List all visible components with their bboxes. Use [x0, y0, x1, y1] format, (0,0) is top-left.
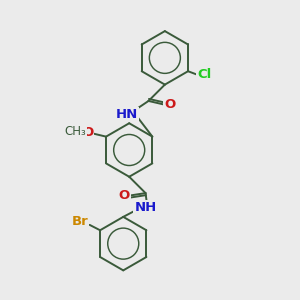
Text: HN: HN — [116, 108, 138, 121]
Text: O: O — [118, 189, 130, 202]
Text: NH: NH — [134, 202, 157, 214]
Text: Cl: Cl — [197, 68, 212, 81]
Text: Br: Br — [71, 215, 88, 228]
Text: O: O — [82, 126, 93, 139]
Text: CH₃: CH₃ — [64, 125, 86, 138]
Text: O: O — [164, 98, 175, 111]
